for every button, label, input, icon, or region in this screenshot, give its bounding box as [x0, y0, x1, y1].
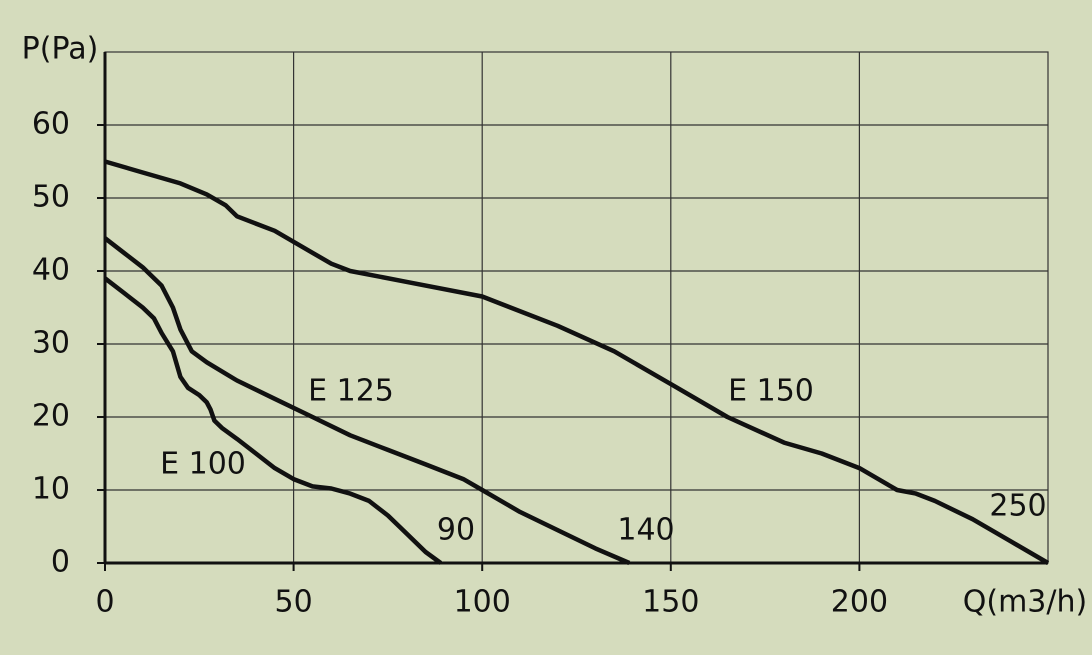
y-tick-label: 0: [51, 545, 70, 580]
y-tick-label: 20: [32, 399, 70, 434]
series-label: E 100: [160, 447, 246, 482]
y-tick-label: 30: [32, 326, 70, 361]
y-axis-label: P(Pa): [22, 32, 99, 67]
y-tick-label: 60: [32, 107, 70, 142]
x-tick-label: 200: [831, 585, 888, 620]
x-tick-label: 50: [275, 585, 313, 620]
curve: [103, 276, 443, 565]
x-tick-label: 0: [95, 585, 114, 620]
x-tick-label: 150: [642, 585, 699, 620]
series-label: E 125: [308, 374, 394, 409]
x-axis-label: Q(m3/h): [963, 585, 1087, 620]
annotation: 90: [437, 513, 475, 548]
plot-frame: [104, 51, 1049, 564]
y-tick-label: 10: [32, 472, 70, 507]
curve: [103, 236, 631, 566]
annotation: 250: [989, 489, 1046, 524]
annotation: 140: [617, 513, 674, 548]
curve: [104, 159, 1050, 565]
y-tick-label: 40: [32, 253, 70, 288]
series-label: E 150: [728, 374, 814, 409]
x-tick-label: 100: [454, 585, 511, 620]
y-tick-label: 50: [32, 180, 70, 215]
